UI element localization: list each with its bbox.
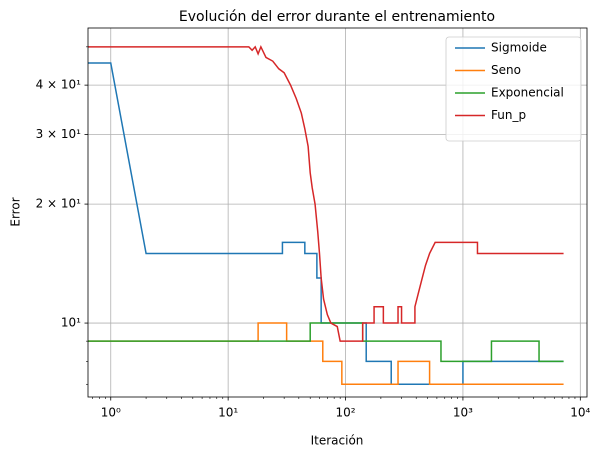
x-tick-label: 10³	[453, 406, 473, 420]
series-line	[88, 322, 564, 363]
y-axis-label: Error	[9, 197, 23, 226]
x-tick-label: 10⁰	[101, 406, 121, 420]
x-tick-label: 10¹	[218, 406, 238, 420]
y-tick-label: 2 × 10¹	[36, 197, 82, 211]
chart-title: Evolución del error durante el entrenami…	[179, 9, 495, 25]
series-line	[88, 44, 564, 342]
legend-label: Fun_p	[491, 108, 526, 122]
x-tick-label: 10²	[335, 406, 355, 420]
series-line	[88, 62, 564, 386]
x-tick-label: 10⁴	[570, 406, 590, 420]
y-tick-label: 10¹	[61, 316, 81, 330]
legend-label: Seno	[491, 63, 521, 77]
y-tick-label: 3 × 10¹	[36, 127, 82, 141]
series-line	[88, 322, 564, 386]
plot-frame	[87, 27, 588, 398]
legend-label: Sigmoide	[491, 41, 547, 55]
legend-label: Exponencial	[491, 86, 564, 100]
x-axis-label: Iteración	[311, 434, 364, 448]
y-tick-label: 4 × 10¹	[36, 78, 82, 92]
